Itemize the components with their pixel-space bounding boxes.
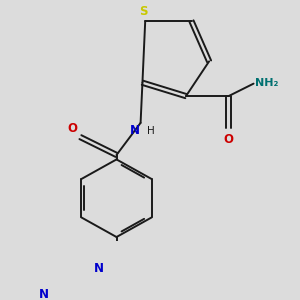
Text: O: O xyxy=(68,122,77,135)
Text: O: O xyxy=(224,133,234,146)
Text: NH₂: NH₂ xyxy=(255,78,278,88)
Text: N: N xyxy=(129,124,140,137)
Text: N: N xyxy=(93,262,103,275)
Text: H: H xyxy=(147,126,154,136)
Text: S: S xyxy=(139,5,148,18)
Text: N: N xyxy=(39,289,49,300)
